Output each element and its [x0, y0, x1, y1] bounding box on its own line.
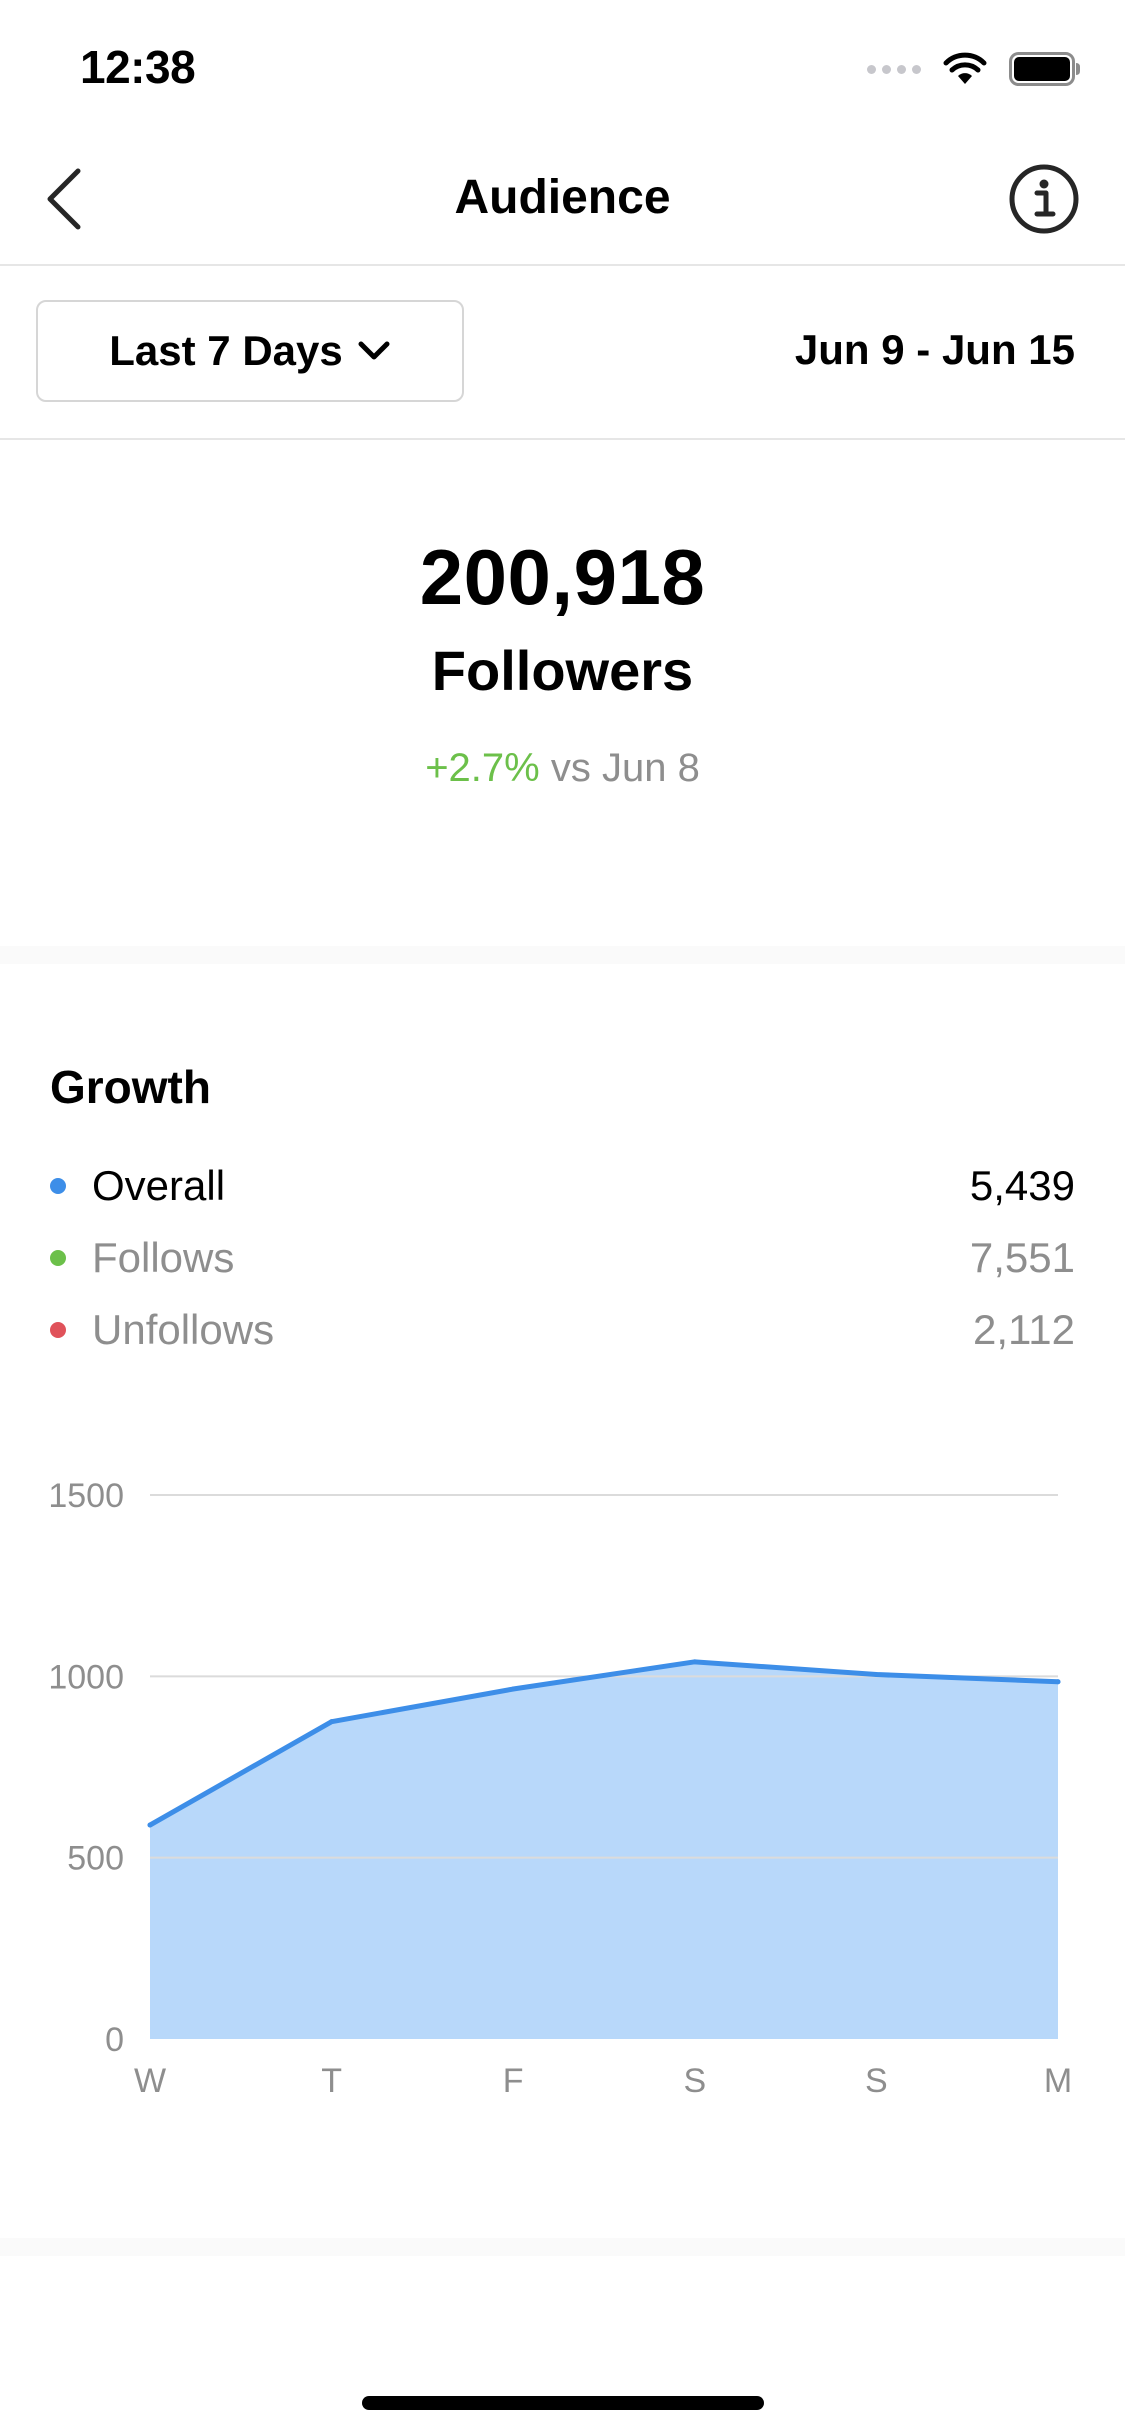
x-tick-label: M — [1044, 2062, 1072, 2100]
section-divider — [0, 946, 1125, 964]
y-tick-label: 1500 — [48, 1477, 124, 1515]
chart-point — [510, 1686, 516, 1692]
status-icons — [867, 52, 1081, 86]
legend-label: Unfollows — [92, 1306, 275, 1353]
cellular-signal-icon — [867, 64, 921, 74]
growth-chart: 0 500 1000 1500 W T F S S M — [0, 1440, 1125, 2130]
chart-point — [873, 1672, 879, 1678]
chevron-down-icon — [358, 341, 390, 360]
x-tick-label: W — [134, 2062, 166, 2100]
home-indicator — [362, 2396, 764, 2410]
follows-dot-icon — [50, 1250, 66, 1266]
x-tick-label: T — [321, 2062, 342, 2100]
legend-item-unfollows: Unfollows 2,112 — [50, 1294, 1075, 1366]
chart-point — [692, 1659, 698, 1665]
chart-area-overall — [150, 1661, 1058, 2039]
growth-legend: Overall 5,439 Follows 7,551 Unfollows 2,… — [50, 1150, 1075, 1366]
x-tick-label: S — [683, 2062, 706, 2100]
growth-title: Growth — [50, 1061, 211, 1113]
chart-point — [147, 1822, 153, 1828]
growth-chart-svg: 0 500 1000 1500 W T F S S M — [48, 1477, 1072, 2100]
followers-count: 200,918 — [419, 533, 706, 621]
x-tick-label: S — [865, 2062, 888, 2100]
date-range-dropdown[interactable]: Last 7 Days — [36, 300, 464, 402]
followers-label: Followers — [431, 639, 694, 702]
legend-label: Overall — [92, 1162, 226, 1209]
chart-point — [1055, 1679, 1061, 1685]
back-button[interactable] — [34, 164, 94, 234]
change-comparison: vs Jun 8 — [550, 746, 700, 790]
info-icon — [1009, 164, 1079, 234]
legend-item-overall: Overall 5,439 — [50, 1150, 1075, 1222]
wifi-icon — [943, 52, 987, 84]
chevron-left-icon — [47, 168, 81, 230]
followers-change: +2.7% vs Jun 8 — [0, 746, 1125, 791]
y-tick-label: 1000 — [48, 1658, 124, 1696]
legend-value: 7,551 — [969, 1234, 1075, 1281]
unfollows-dot-icon — [50, 1322, 66, 1338]
legend-value: 5,439 — [969, 1162, 1075, 1209]
x-tick-label: F — [503, 2062, 524, 2100]
change-percentage: +2.7% — [425, 746, 540, 790]
navigation-bar: Audience — [0, 132, 1125, 266]
chart-point — [329, 1719, 335, 1725]
status-bar: 12:38 — [0, 0, 1125, 132]
y-tick-label: 0 — [105, 2021, 124, 2059]
status-time: 12:38 — [80, 41, 196, 93]
legend-item-follows: Follows 7,551 — [50, 1222, 1075, 1294]
date-filter-row: Last 7 Days Jun 9 - Jun 15 — [0, 268, 1125, 440]
legend-label: Follows — [92, 1234, 235, 1281]
legend-value: 2,112 — [973, 1306, 1075, 1353]
page-title: Audience — [454, 171, 671, 224]
battery-icon — [1009, 52, 1080, 86]
y-tick-label: 500 — [67, 1840, 124, 1878]
followers-summary: 200,918 Followers +2.7% vs Jun 8 — [0, 440, 1125, 946]
section-divider — [0, 2238, 1125, 2256]
chart-line-overall — [147, 1659, 1061, 1828]
date-range-text: Jun 9 - Jun 15 — [794, 326, 1075, 373]
info-button[interactable] — [1007, 162, 1081, 236]
overall-dot-icon — [50, 1178, 66, 1194]
date-range-dropdown-label: Last 7 Days — [109, 327, 343, 374]
